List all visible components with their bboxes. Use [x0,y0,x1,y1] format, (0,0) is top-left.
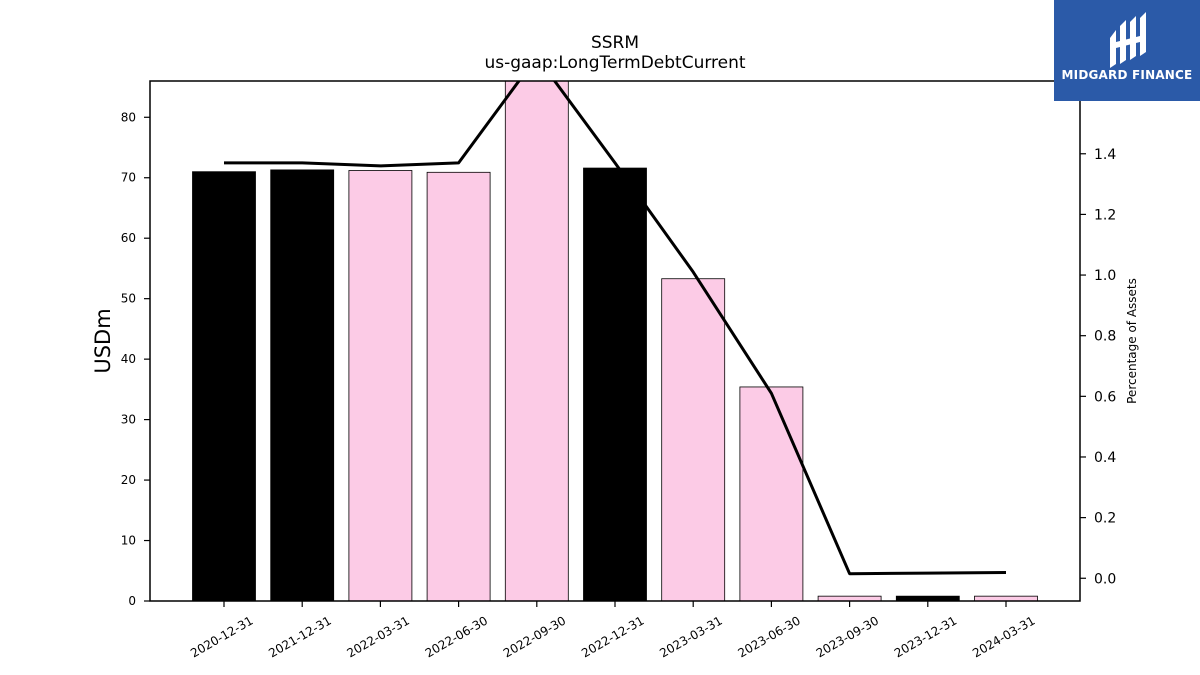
bar-2022-06-30 [426,171,491,602]
bars-group [192,80,1038,602]
x-tick-label: 2020-12-31 [188,613,255,660]
y2-tick-label: 0.0 [1094,571,1116,587]
chart-title: SSRM [591,33,639,53]
y-tick-label: 0 [128,594,136,608]
bar-2022-12-31 [583,167,647,602]
percentage-line [224,81,1007,576]
y-tick-label: 60 [121,231,136,245]
bar-2023-03-31 [661,278,726,602]
x-tick-label: 2023-06-30 [735,613,802,660]
bar-2023-06-30 [739,386,804,602]
x-tick-label: 2023-12-31 [892,613,959,660]
bar-2022-09-30 [504,80,569,602]
x-tick-label: 2022-06-30 [423,613,490,660]
y-tick-label: 30 [121,413,136,427]
y2-axis-label: Percentage of Assets [1125,278,1139,404]
x-tick-label: 2022-12-31 [579,613,646,660]
y-tick-label: 10 [121,534,136,548]
x-tick-label: 2021-12-31 [266,613,333,660]
y2-tick-label: 1.0 [1094,268,1116,284]
bar-2021-12-31 [270,169,335,602]
x-tick-label: 2024-03-31 [970,613,1037,660]
x-tick-label: 2023-03-31 [657,613,724,660]
x-axis-ticks: 2020-12-31 2021-12-31 2022-03-31 2022-06-30… [188,601,1038,660]
y-axis-ticks: 0 10 20 30 40 50 60 70 80 [121,110,150,608]
y2-axis-ticks: 0.0 0.2 0.4 0.6 0.8 1.0 1.2 1.4 [1080,147,1116,587]
y2-tick-label: 0.2 [1094,511,1116,527]
y2-tick-label: 0.4 [1094,450,1116,466]
logo-mark-icon [1110,12,1146,68]
y2-tick-label: 0.8 [1094,329,1116,345]
x-tick-label: 2022-09-30 [501,613,568,660]
y2-tick-label: 1.4 [1094,147,1116,163]
y-tick-label: 70 [121,171,136,185]
y-tick-label: 80 [121,110,136,124]
y2-tick-label: 1.2 [1094,207,1116,223]
line-group [224,81,1007,576]
bar-2020-12-31 [192,171,256,602]
y-tick-label: 40 [121,352,136,366]
y-tick-label: 20 [121,473,136,487]
x-tick-label: 2023-09-30 [814,613,881,660]
chart-subtitle: us-gaap:LongTermDebtCurrent [484,53,745,73]
logo-text: MIDGARD FINANCE [1061,68,1193,82]
x-tick-label: 2022-03-31 [344,613,411,660]
y-axis-label: USDm [91,308,115,373]
bar-2022-03-31 [348,170,413,602]
y-tick-label: 50 [121,292,136,306]
y2-tick-label: 0.6 [1094,389,1116,405]
midgard-finance-logo: MIDGARD FINANCE [1054,0,1200,101]
